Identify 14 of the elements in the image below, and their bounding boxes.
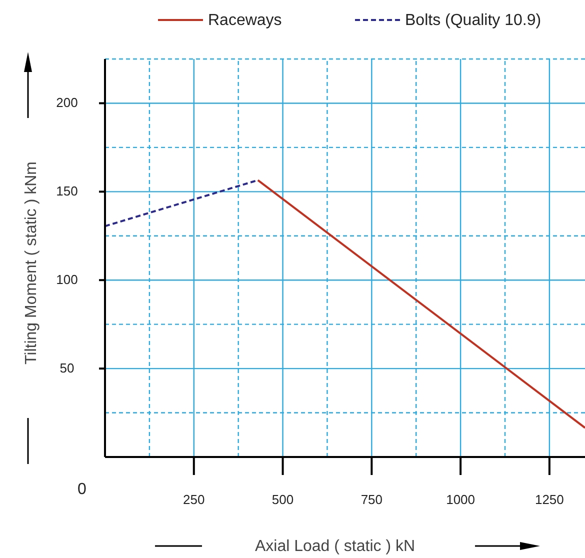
legend-label: Raceways [208,12,282,29]
text: 0 [78,481,87,498]
legend-label: Bolts (Quality 10.9) [405,12,542,29]
y-axis-title: Tilting Moment ( static ) kNm [23,162,40,364]
x-tick-label: 750 [360,492,383,507]
y-tick-label: 150 [56,184,78,199]
x-tick-label: 500 [272,492,294,507]
x-tick-label: 1250 [534,492,564,507]
x-tick-label: 250 [183,492,205,507]
y-tick-label: 50 [60,360,74,376]
x-tick-label: 1000 [446,492,476,507]
x-axis-title: Axial Load ( static ) kN [254,538,416,555]
y-tick-label: 100 [56,272,78,288]
y-tick-label: 200 [56,95,78,110]
